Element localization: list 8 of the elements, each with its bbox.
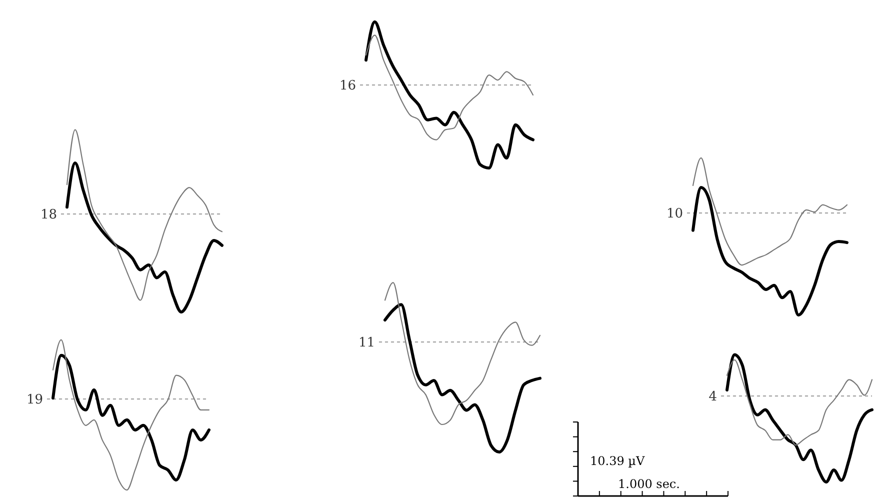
text: 10.39 µV (590, 454, 645, 468)
text: 16 (339, 78, 356, 94)
text: 19 (26, 392, 43, 408)
text: 11 (358, 336, 375, 351)
text: 4 (708, 390, 717, 405)
text: 18 (40, 208, 57, 223)
text: 10 (666, 206, 683, 222)
text: 1.000 sec. (618, 477, 680, 491)
